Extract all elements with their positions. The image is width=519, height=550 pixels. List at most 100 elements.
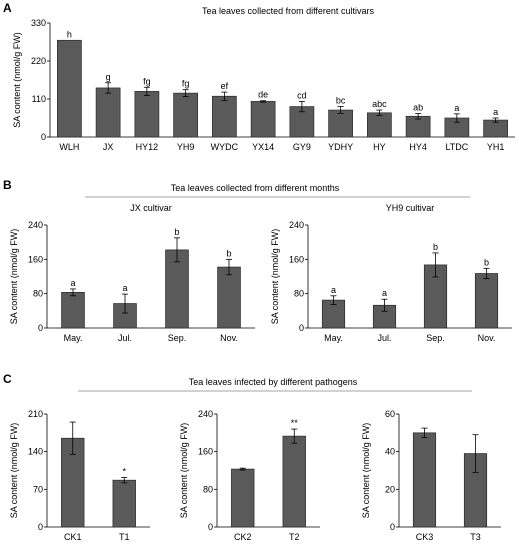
significance-label: h xyxy=(67,29,72,39)
y-axis-label: SA content (nmol/g FW) xyxy=(9,229,19,325)
y-tick-label: 210 xyxy=(28,409,43,419)
category-label: Sep. xyxy=(426,333,445,343)
category-label: Jul. xyxy=(118,333,132,343)
bar xyxy=(217,266,241,329)
panel-b-title: Tea leaves collected from different mont… xyxy=(171,183,340,193)
chart-subtitle: YH9 cultivar xyxy=(386,203,435,213)
y-tick-label: 160 xyxy=(28,254,43,264)
bar xyxy=(231,468,255,528)
bar xyxy=(173,92,198,138)
chart-4: 0 70 140 210 SA content (nmol/g FW) CK1 T1 * xyxy=(9,409,150,542)
category-label: YH9 xyxy=(177,142,195,152)
chart-3: 0 80 160 240 SA content (nmol/g FW) YH9 culti… xyxy=(270,203,512,343)
y-tick-label: 0 xyxy=(38,522,43,532)
y-tick-label: 110 xyxy=(32,94,46,104)
significance-label: cd xyxy=(297,90,307,100)
significance-label: b xyxy=(433,242,438,252)
y-tick-label: 160 xyxy=(289,254,304,264)
category-label: HY xyxy=(373,142,386,152)
panel-letter-c: C xyxy=(3,372,12,386)
y-tick-label: 0 xyxy=(41,132,46,142)
category-label: GY9 xyxy=(293,142,311,152)
y-axis-label: SA content (nmol/g FW) xyxy=(9,423,19,519)
panel-letter-a: A xyxy=(3,1,12,15)
y-tick-label: 0 xyxy=(390,522,395,532)
significance-label: fg xyxy=(182,79,190,89)
y-tick-label: 240 xyxy=(198,409,213,419)
significance-label: g xyxy=(106,72,111,82)
category-label: HY4 xyxy=(409,142,427,152)
y-tick-label: 0 xyxy=(299,323,304,333)
chart-5: 0 80 160 240 SA content (nmol/g FW) CK2 T2 ** xyxy=(179,409,320,542)
bar xyxy=(328,109,353,138)
bar xyxy=(61,292,85,329)
bar xyxy=(112,479,136,528)
y-axis-label: SA content (nmol/g FW) xyxy=(270,229,280,325)
category-label: Jul. xyxy=(377,333,391,343)
y-tick-label: 60 xyxy=(385,409,395,419)
significance-label: a xyxy=(70,278,75,288)
y-axis-label: SA content (nmol/g FW) xyxy=(12,32,22,128)
significance-label: de xyxy=(258,90,268,100)
chart-subtitle: JX cultivar xyxy=(130,203,172,213)
bar xyxy=(483,119,508,138)
chart-1: 0 110 220 330 SA content (nmol/g FW) WLH h JX g H… xyxy=(12,18,515,152)
category-label: LTDC xyxy=(445,142,468,152)
y-tick-label: 70 xyxy=(33,484,43,494)
bar xyxy=(57,39,82,138)
category-label: WYDC xyxy=(211,142,239,152)
y-tick-label: 220 xyxy=(31,56,46,66)
significance-label: ** xyxy=(291,418,299,428)
significance-label: abc xyxy=(372,99,387,109)
bar xyxy=(95,87,121,138)
significance-label: a xyxy=(331,285,336,295)
chart-6: 0 20 40 60 SA content (nmol/g FW) CK3 T3 xyxy=(361,409,501,542)
category-label: T1 xyxy=(119,532,130,542)
significance-label: b xyxy=(484,257,489,267)
significance-label: b xyxy=(174,227,179,237)
significance-label: fg xyxy=(143,76,151,86)
significance-label: a xyxy=(122,283,127,293)
category-label: May. xyxy=(324,333,343,343)
panel-a-title: Tea leaves collected from different cult… xyxy=(202,6,374,16)
y-tick-label: 20 xyxy=(385,484,395,494)
category-label: WLH xyxy=(59,142,79,152)
category-label: T2 xyxy=(289,532,300,542)
y-tick-label: 140 xyxy=(28,447,43,457)
panel-c-title: Tea leaves infected by different pathoge… xyxy=(189,377,358,387)
panel-letter-b: B xyxy=(3,178,12,192)
y-tick-label: 160 xyxy=(198,447,213,457)
bar xyxy=(212,95,237,138)
y-tick-label: 40 xyxy=(385,447,395,457)
category-label: YDHY xyxy=(328,142,353,152)
bar xyxy=(412,432,437,528)
y-tick-label: 80 xyxy=(294,289,304,299)
bar xyxy=(282,435,306,528)
category-label: CK3 xyxy=(416,532,434,542)
significance-label: * xyxy=(122,466,126,476)
significance-label: b xyxy=(226,248,231,258)
bar xyxy=(250,101,276,138)
category-label: T3 xyxy=(470,532,481,542)
charts-layer: 0 110 220 330 SA content (nmol/g FW) WLH h JX g H… xyxy=(9,18,515,542)
bar xyxy=(474,273,499,329)
category-label: Nov. xyxy=(478,333,496,343)
significance-label: a xyxy=(454,103,459,113)
category-label: Sep. xyxy=(168,333,187,343)
y-tick-label: 0 xyxy=(38,323,43,333)
significance-label: ab xyxy=(413,103,423,113)
bar xyxy=(367,112,392,138)
chart-2: 0 80 160 240 SA content (nmol/g FW) JX cultiv… xyxy=(9,203,255,343)
category-label: CK1 xyxy=(64,532,82,542)
category-label: CK2 xyxy=(234,532,252,542)
y-tick-label: 80 xyxy=(33,289,43,299)
category-label: JX xyxy=(103,142,114,152)
category-label: YH1 xyxy=(487,142,505,152)
category-label: YX14 xyxy=(252,142,274,152)
significance-label: ef xyxy=(221,81,229,91)
bar xyxy=(134,91,160,138)
y-tick-label: 240 xyxy=(289,220,304,230)
y-tick-label: 80 xyxy=(203,484,213,494)
y-axis-label: SA content (nmol/g FW) xyxy=(361,423,371,519)
